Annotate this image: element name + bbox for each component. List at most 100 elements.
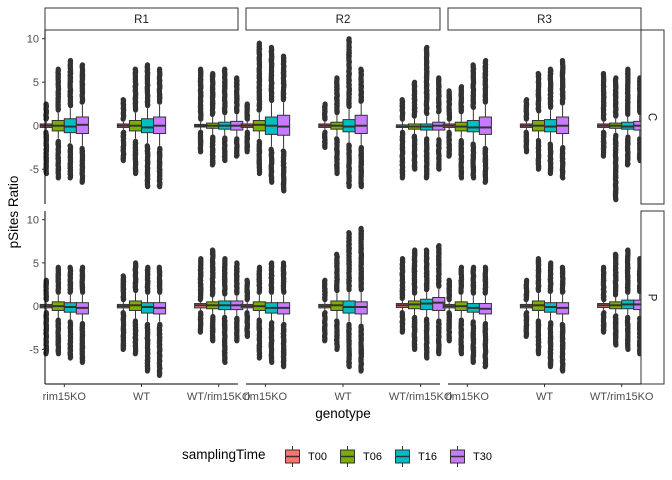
box-WT-T30 (153, 264, 167, 378)
outlier-point (209, 247, 216, 253)
box-WT/rim15KO-T16 (218, 66, 232, 164)
outlier-point (210, 70, 216, 77)
box-WT/rim15KO-T30 (230, 260, 244, 344)
outlier-point (436, 351, 442, 357)
outlier-point (423, 247, 429, 253)
outlier-point (269, 179, 275, 185)
outlier-point (256, 264, 263, 270)
box-WT/rim15KO-T16 (621, 66, 635, 168)
outlier-point (322, 277, 328, 283)
outlier-point (234, 338, 240, 344)
outlier-point (222, 255, 228, 262)
box-WT-T06 (531, 70, 545, 172)
outlier-point (458, 264, 465, 270)
outlier-point (244, 101, 250, 107)
outlier-point (269, 260, 275, 266)
outlier-point (482, 364, 488, 370)
box-rim15KO-T00 (240, 277, 254, 340)
box-WT/rim15KO-T00 (597, 70, 611, 159)
outlier-point (120, 157, 126, 164)
box-rim15KO-T00 (39, 101, 53, 177)
outlier-point (346, 230, 352, 236)
outlier-point (600, 70, 607, 77)
box-rim15KO-T06 (454, 83, 468, 181)
outlier-point (446, 277, 452, 283)
outlier-point (322, 144, 328, 151)
outlier-point (524, 97, 530, 103)
box-WT/rim15KO-T16 (420, 44, 434, 181)
box-WT/rim15KO-T00 (395, 97, 409, 181)
outlier-point (43, 277, 49, 283)
outlier-point (281, 188, 287, 194)
box-WT/rim15KO-T00 (194, 255, 208, 335)
panel-R1-C (39, 57, 244, 190)
outlier-point (560, 175, 566, 181)
outlier-point (222, 66, 228, 72)
box-WT-T06 (128, 260, 142, 357)
outlier-point (222, 157, 228, 164)
outlier-point (120, 273, 126, 279)
outlier-point (600, 153, 607, 159)
outlier-point (613, 197, 619, 203)
outlier-point (55, 175, 61, 181)
outlier-point (234, 260, 240, 266)
box-rim15KO-T16 (466, 264, 480, 365)
outlier-point (244, 149, 250, 155)
outlier-point (144, 368, 150, 374)
outlier-point (145, 184, 151, 190)
outlier-point (346, 364, 352, 370)
box-WT-T30 (153, 66, 167, 190)
panel-R2-C (240, 36, 446, 194)
box-WT/rim15KO-T06 (609, 75, 623, 203)
outlier-point (120, 97, 126, 103)
box-WT-T30 (354, 66, 368, 190)
outlier-point (436, 243, 442, 249)
panel-R3-C (442, 57, 647, 203)
outlier-point (334, 251, 340, 257)
box-WT/rim15KO-T16 (218, 255, 232, 365)
outlier-point (471, 264, 477, 270)
box-rim15KO-T30 (75, 264, 89, 365)
box-rim15KO-T06 (51, 264, 65, 357)
outlier-point (132, 66, 138, 72)
box-rim15KO-T00 (442, 88, 456, 159)
outlier-point (399, 255, 406, 262)
box-rim15KO-T16 (63, 264, 77, 361)
box-rim15KO-T06 (252, 264, 266, 361)
box-WT-T06 (330, 75, 344, 177)
outlier-point (412, 79, 418, 85)
outlier-point (346, 36, 352, 42)
outlier-point (43, 101, 49, 107)
outlier-point (358, 66, 364, 72)
outlier-point (458, 83, 465, 90)
outlier-point (222, 359, 228, 365)
outlier-point (412, 166, 418, 172)
box-rim15KO-T16 (264, 260, 279, 365)
panel-R1-P (39, 247, 244, 378)
box-rim15KO-T00 (240, 101, 254, 155)
outlier-point (256, 170, 263, 177)
outlier-point (482, 179, 488, 185)
panels-layer (39, 36, 647, 378)
outlier-point (67, 264, 73, 270)
box-WT-T06 (330, 251, 344, 352)
outlier-point (470, 62, 476, 68)
box-body (354, 114, 368, 135)
outlier-point (523, 149, 530, 155)
box-WT-T00 (116, 273, 130, 352)
box-WT/rim15KO-T16 (420, 247, 434, 361)
box-WT-T06 (128, 66, 142, 177)
box-WT/rim15KO-T06 (206, 70, 220, 168)
outlier-point (346, 184, 352, 190)
outlier-point (436, 75, 442, 81)
box-WT/rim15KO-T00 (194, 66, 208, 155)
outlier-point (209, 162, 215, 168)
outlier-point (67, 355, 73, 361)
box-WT-T30 (354, 225, 368, 374)
outlier-point (210, 338, 216, 344)
outlier-point (281, 364, 287, 370)
box-WT-T30 (556, 57, 570, 181)
outlier-point (197, 329, 203, 335)
box-WT-T16 (141, 62, 155, 190)
outlier-point (132, 260, 139, 266)
